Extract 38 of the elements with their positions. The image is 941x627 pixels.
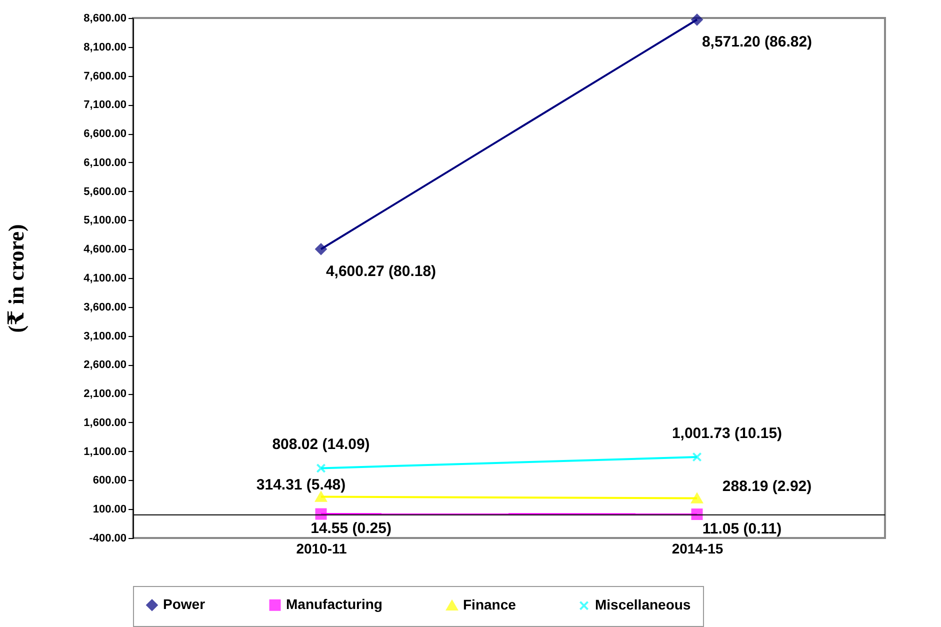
legend-label: Power (163, 596, 206, 612)
data-label: 4,600.27 (80.18) (326, 263, 436, 280)
y-tick-label: 1,100.00 (84, 446, 126, 458)
y-tick-label: 4,600.00 (84, 244, 126, 256)
y-tick-label: 2,100.00 (84, 388, 126, 400)
y-tick-label: 7,600.00 (84, 70, 126, 82)
y-tick-label: -400.00 (89, 532, 126, 544)
y-tick-label: 100.00 (92, 504, 126, 516)
x-tick-label: 2014-15 (672, 540, 724, 556)
y-tick-label: 1,600.00 (84, 416, 126, 429)
data-label: 8,571.20 (86.82) (702, 34, 812, 51)
y-tick-label: 5,600.00 (84, 186, 126, 198)
x-tick-label: 2010-11 (296, 540, 348, 556)
point (315, 243, 327, 255)
data-label: 808.02 (14.09) (272, 436, 370, 454)
data-label: 14.55 (0.25) (310, 520, 392, 538)
y-tick-label: 8,100.00 (84, 41, 126, 54)
data-label: 11.05 (0.11) (702, 520, 782, 538)
legend-label: Miscellaneous (595, 596, 691, 613)
y-axis-title: (₹ in crore) (4, 224, 29, 333)
y-tick-label: 7,100.00 (84, 99, 126, 112)
y-tick-label: 3,100.00 (84, 330, 126, 342)
point (316, 463, 326, 473)
y-tick-label: 2,600.00 (84, 359, 126, 372)
legend-label: Manufacturing (286, 596, 382, 612)
data-label: 288.19 (2.92) (722, 478, 812, 496)
y-tick-label: 3,600.00 (84, 301, 126, 314)
y-tick-label: 6,100.00 (84, 156, 126, 169)
point (692, 452, 702, 462)
data-label: 1,001.73 (10.15) (672, 425, 782, 442)
y-tick-label: 4,100.00 (84, 272, 126, 284)
y-tick-label: 600.00 (92, 474, 126, 487)
point (691, 14, 703, 26)
legend-label: Finance (463, 596, 516, 612)
y-tick-label: 8,600.00 (84, 12, 126, 24)
y-tick-label: 6,600.00 (84, 128, 126, 140)
y-tick-label: 5,100.00 (84, 214, 126, 227)
data-label: 314.31 (5.48) (256, 476, 346, 494)
